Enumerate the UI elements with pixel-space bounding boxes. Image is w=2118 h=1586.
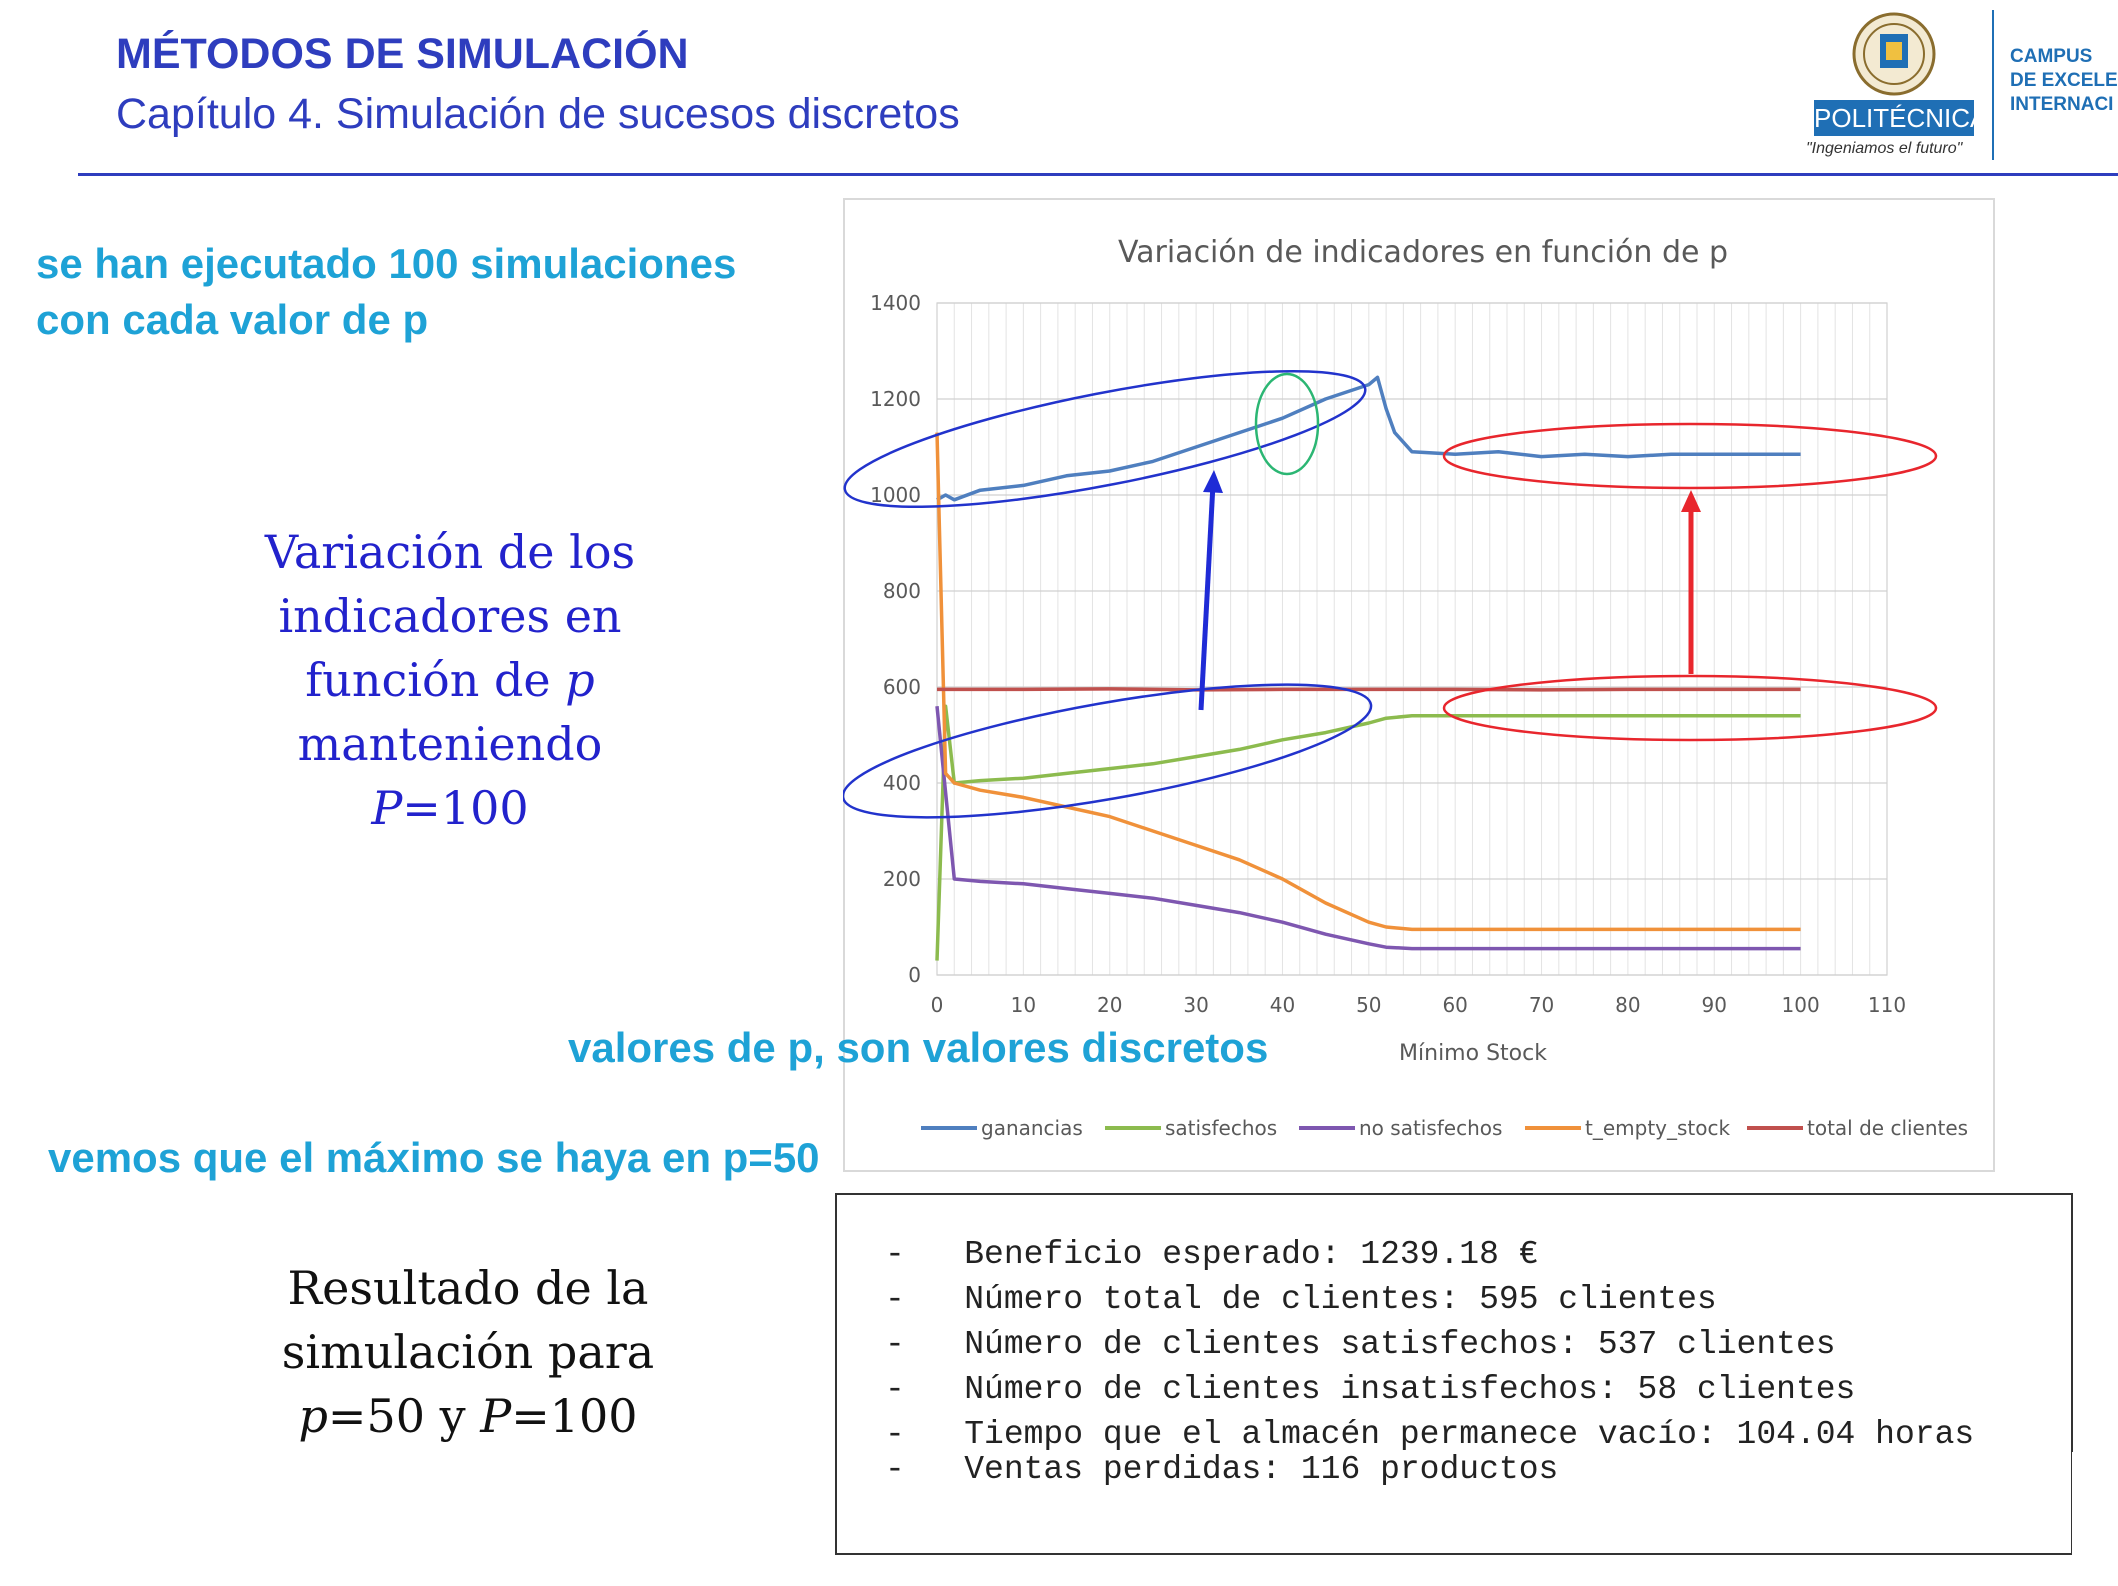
annotation-arrowhead-blue bbox=[1203, 470, 1223, 493]
x-tick-label: 70 bbox=[1529, 993, 1554, 1017]
result-caption-line-2: simulación para bbox=[281, 1325, 655, 1379]
annotation-ellipse-flat-satisfied bbox=[1442, 674, 1938, 742]
legend-label: ganancias bbox=[981, 1116, 1083, 1140]
series-line-ganancias bbox=[936, 375, 1801, 502]
results-box-notch bbox=[2072, 1452, 2082, 1556]
note-discrete-values: valores de p, son valores discretos bbox=[568, 1024, 1269, 1071]
result-line-unsatisfied: - Número de clientes insatisfechos: 58 c… bbox=[885, 1371, 1856, 1408]
y-tick-label: 400 bbox=[883, 771, 921, 795]
y-tick-label: 1200 bbox=[870, 387, 921, 411]
y-tick-label: 1400 bbox=[870, 291, 921, 315]
slide-title: MÉTODOS DE SIMULACIÓN bbox=[116, 30, 689, 78]
result-caption-line-1: Resultado de la bbox=[287, 1261, 649, 1315]
y-tick-label: 200 bbox=[883, 867, 921, 891]
x-tick-label: 100 bbox=[1782, 993, 1820, 1017]
result-line-satisfied: - Número de clientes satisfechos: 537 cl… bbox=[885, 1326, 1836, 1363]
description-line-1: Variación de los bbox=[264, 525, 636, 579]
description-line-4: manteniendo bbox=[297, 717, 603, 771]
x-tick-label: 90 bbox=[1702, 993, 1727, 1017]
chart-title: Variación de indicadores en función de p bbox=[1118, 235, 1728, 270]
campus-line-2: DE EXCELE bbox=[2010, 70, 2118, 91]
politecnica-badge: POLITÉCNICA bbox=[1814, 100, 1987, 136]
x-tick-label: 0 bbox=[931, 993, 944, 1017]
legend-label: total de clientes bbox=[1807, 1116, 1968, 1140]
result-line-profit: - Beneficio esperado: 1239.18 € bbox=[885, 1236, 1539, 1273]
legend-label: no satisfechos bbox=[1359, 1116, 1502, 1140]
header-divider bbox=[78, 173, 2118, 176]
x-tick-label: 10 bbox=[1011, 993, 1036, 1017]
annotation-arrowhead-red bbox=[1681, 490, 1701, 512]
result-line-total-clients: - Número total de clientes: 595 clientes bbox=[885, 1281, 1717, 1318]
description-line-3: función de p bbox=[305, 653, 595, 707]
y-tick-label: 1000 bbox=[870, 483, 921, 507]
series-line-t-empty-stock bbox=[935, 432, 1801, 932]
x-tick-label: 110 bbox=[1868, 993, 1906, 1017]
annotation-ellipse-flat-profit bbox=[1442, 422, 1938, 490]
annotation-ellipse-peak bbox=[1254, 372, 1320, 476]
y-tick-label: 800 bbox=[883, 579, 921, 603]
plot-area bbox=[936, 302, 1888, 976]
x-tick-label: 30 bbox=[1183, 993, 1208, 1017]
results-box bbox=[835, 1193, 2073, 1555]
note-runs-line1: se han ejecutado 100 simulaciones bbox=[36, 240, 737, 287]
annotation-ellipse-rising-satisfied bbox=[843, 683, 1373, 819]
description-line-2: indicadores en bbox=[278, 589, 622, 643]
annotation-ellipse-rising-profit bbox=[843, 369, 1367, 509]
series-line-no-satisfechos bbox=[935, 706, 1801, 951]
slide-subtitle: Capítulo 4. Simulación de sucesos discre… bbox=[116, 90, 960, 138]
y-tick-label: 600 bbox=[883, 675, 921, 699]
description-line-5: P=100 bbox=[371, 781, 529, 835]
x-tick-label: 60 bbox=[1442, 993, 1467, 1017]
series-line-satisfechos bbox=[935, 704, 1801, 961]
campus-line-3: INTERNACI bbox=[2010, 94, 2114, 115]
x-tick-label: 80 bbox=[1615, 993, 1640, 1017]
legend-label: satisfechos bbox=[1165, 1116, 1277, 1140]
result-line-lost-sales: - Ventas perdidas: 116 productos bbox=[885, 1451, 1559, 1488]
legend-label: t_empty_stock bbox=[1585, 1116, 1730, 1140]
line-chart: Variación de indicadores en función de p… bbox=[843, 235, 1968, 1140]
logo-divider bbox=[1992, 10, 1994, 160]
note-maximum: vemos que el máximo se haya en p=50 bbox=[48, 1134, 820, 1181]
x-axis-label: Mínimo Stock bbox=[1399, 1041, 1547, 1066]
result-caption-line-3: p=50 y P=100 bbox=[298, 1389, 638, 1443]
campus-line-1: CAMPUS bbox=[2010, 46, 2093, 67]
x-tick-label: 40 bbox=[1270, 993, 1295, 1017]
y-tick-label: 0 bbox=[908, 963, 921, 987]
series-line-total-de-clientes bbox=[937, 687, 1801, 692]
logo-tagline: "Ingeniamos el futuro" bbox=[1806, 140, 1963, 157]
note-runs-line2: con cada valor de p bbox=[36, 296, 429, 343]
annotation-arrow-blue bbox=[1198, 483, 1216, 711]
university-seal-icon bbox=[1852, 12, 1936, 96]
chart-frame bbox=[843, 198, 1995, 1172]
x-tick-label: 50 bbox=[1356, 993, 1381, 1017]
x-tick-label: 20 bbox=[1097, 993, 1122, 1017]
result-line-empty-time: - Tiempo que el almacén permanece vacío:… bbox=[885, 1416, 1975, 1453]
